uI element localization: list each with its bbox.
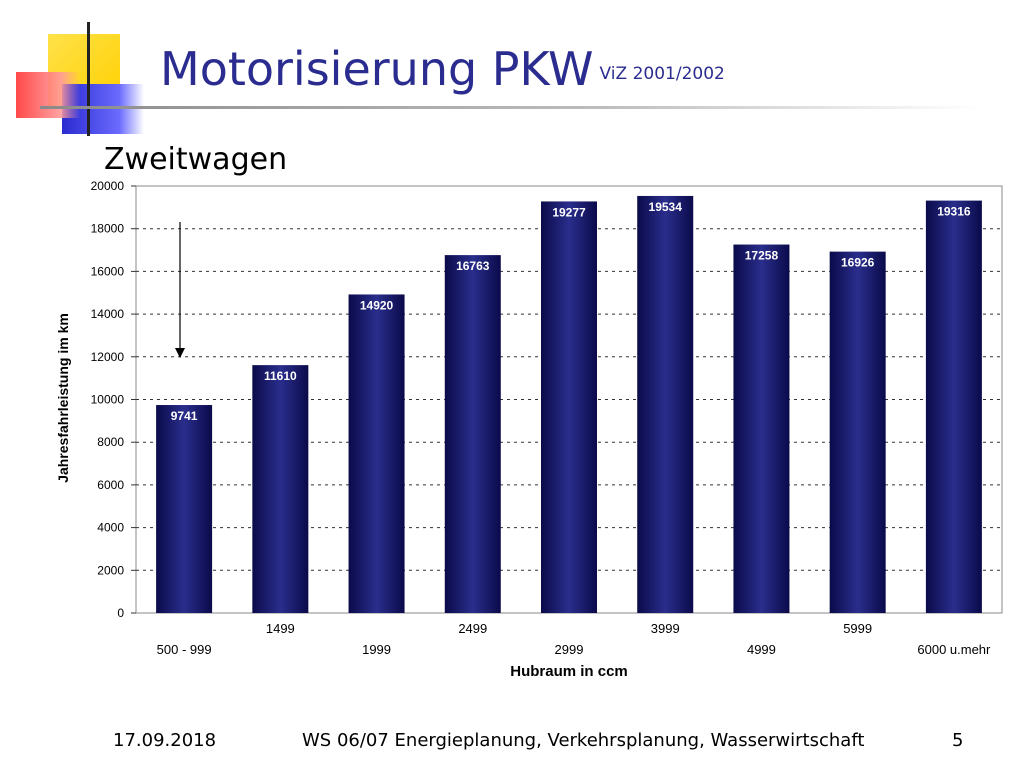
y-tick-label: 20000 (91, 179, 125, 193)
x-tick-label: 5999 (843, 621, 872, 636)
slide-title-suffix: ViZ 2001/2002 (599, 64, 725, 84)
deco-red-square (16, 72, 80, 118)
y-tick-label: 6000 (97, 478, 124, 492)
y-tick-label: 10000 (91, 393, 125, 407)
bar-value-label: 16926 (841, 256, 875, 270)
chart-subheading: Zweitwagen (104, 142, 288, 177)
y-tick-label: 2000 (97, 563, 124, 577)
slide-title-main: Motorisierung PKW (160, 42, 594, 96)
y-tick-label: 16000 (91, 264, 125, 278)
bar-value-label: 17258 (745, 249, 779, 263)
y-tick-label: 0 (117, 606, 124, 620)
bar-value-label: 19534 (649, 200, 683, 214)
bar-value-label: 19277 (552, 205, 586, 219)
bar-value-label: 14920 (360, 298, 394, 312)
y-tick-label: 14000 (91, 307, 125, 321)
bar-value-label: 11610 (264, 369, 297, 383)
x-tick-label: 2499 (458, 621, 487, 636)
y-tick-label: 4000 (97, 521, 124, 535)
bar (733, 244, 790, 614)
bar-value-label: 9741 (171, 409, 198, 423)
bar-value-label: 16763 (456, 259, 490, 273)
title-underline (40, 106, 980, 109)
x-tick-label: 1999 (362, 642, 391, 657)
bar (829, 251, 886, 614)
bar (444, 255, 501, 613)
y-tick-label: 8000 (97, 435, 124, 449)
annotation-arrow (175, 222, 185, 358)
y-tick-label: 18000 (91, 222, 125, 236)
x-axis-label: Hubraum in ccm (510, 663, 628, 680)
slide-title: Motorisierung PKW ViZ 2001/2002 (160, 42, 725, 96)
x-tick-label: 500 - 999 (157, 642, 212, 657)
x-tick-label: 4999 (747, 642, 776, 657)
x-tick-label: 2999 (555, 642, 584, 657)
bar (252, 365, 309, 613)
footer-page-number: 5 (952, 730, 964, 751)
bar (925, 200, 982, 613)
footer-date: 17.09.2018 (113, 730, 217, 751)
footer-course: WS 06/07 Energieplanung, Verkehrsplanung… (302, 730, 865, 751)
bar (156, 405, 213, 613)
bars: 9741 11610 14920 16763 19277 19534 17258 16926 1… (156, 195, 982, 614)
bar (637, 195, 694, 613)
y-tick-label: 12000 (91, 350, 125, 364)
x-tick-label: 6000 u.mehr (917, 642, 991, 657)
x-tick-label: 1499 (266, 621, 295, 636)
y-axis-ticks: 0 2000 4000 6000 8000 10000 12000 14000 16000 180… (91, 179, 136, 620)
x-tick-label: 3999 (651, 621, 680, 636)
bar (348, 294, 405, 613)
y-axis-label: Jahresfahrleistung im km (55, 313, 71, 483)
deco-vertical-line (87, 22, 90, 136)
bar-value-label: 19316 (937, 205, 971, 219)
x-axis-tick-labels: 500 - 999 1499 1999 2499 2999 3999 4999 5999 600… (157, 621, 991, 657)
bar (541, 201, 597, 614)
